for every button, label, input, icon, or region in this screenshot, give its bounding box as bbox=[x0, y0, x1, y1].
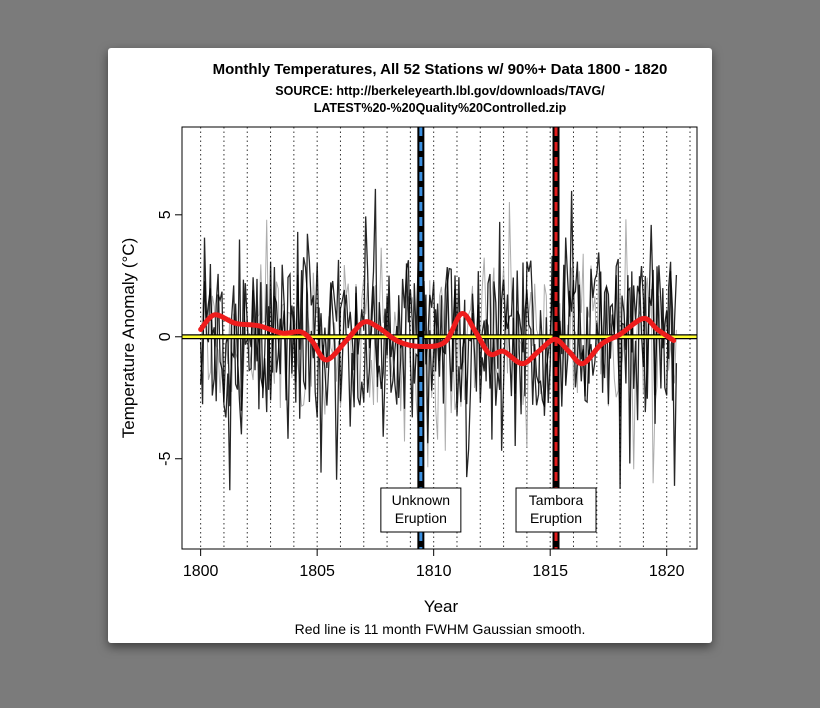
plot-frame bbox=[181, 126, 698, 550]
smooth-line bbox=[198, 311, 677, 367]
monthly-station-series bbox=[199, 188, 678, 491]
chart-subtitle-1: SOURCE: http://berkeleyearth.lbl.gov/dow… bbox=[275, 84, 605, 98]
monthly-series-line bbox=[199, 188, 678, 489]
x-axis-label: Year bbox=[424, 597, 459, 616]
monthly-series-line bbox=[199, 216, 678, 491]
chart-subtitle-2: LATEST%20-%20Quality%20Controlled.zip bbox=[314, 101, 567, 115]
annotation-label: Unknown bbox=[392, 492, 450, 508]
x-tick-label: 1815 bbox=[532, 563, 568, 580]
x-tick-label: 1810 bbox=[416, 563, 452, 580]
annotation-label: Eruption bbox=[395, 510, 447, 526]
chart-title: Monthly Temperatures, All 52 Stations w/… bbox=[213, 61, 668, 78]
annotation-box bbox=[380, 487, 462, 533]
y-tick-label: 0 bbox=[157, 332, 174, 341]
y-tick-label: -5 bbox=[157, 452, 174, 466]
x-tick-label: 1800 bbox=[183, 563, 219, 580]
x-tick-label: 1805 bbox=[299, 563, 335, 580]
y-axis-label: Temperature Anomaly (°C) bbox=[119, 238, 138, 438]
annotation-box bbox=[515, 487, 597, 533]
y-tick-label: 5 bbox=[157, 210, 174, 219]
caption: Red line is 11 month FWHM Gaussian smoot… bbox=[295, 621, 586, 637]
x-tick-label: 1820 bbox=[649, 563, 685, 580]
annotation-label: Tambora bbox=[529, 492, 584, 508]
annotation-label: Eruption bbox=[530, 510, 582, 526]
